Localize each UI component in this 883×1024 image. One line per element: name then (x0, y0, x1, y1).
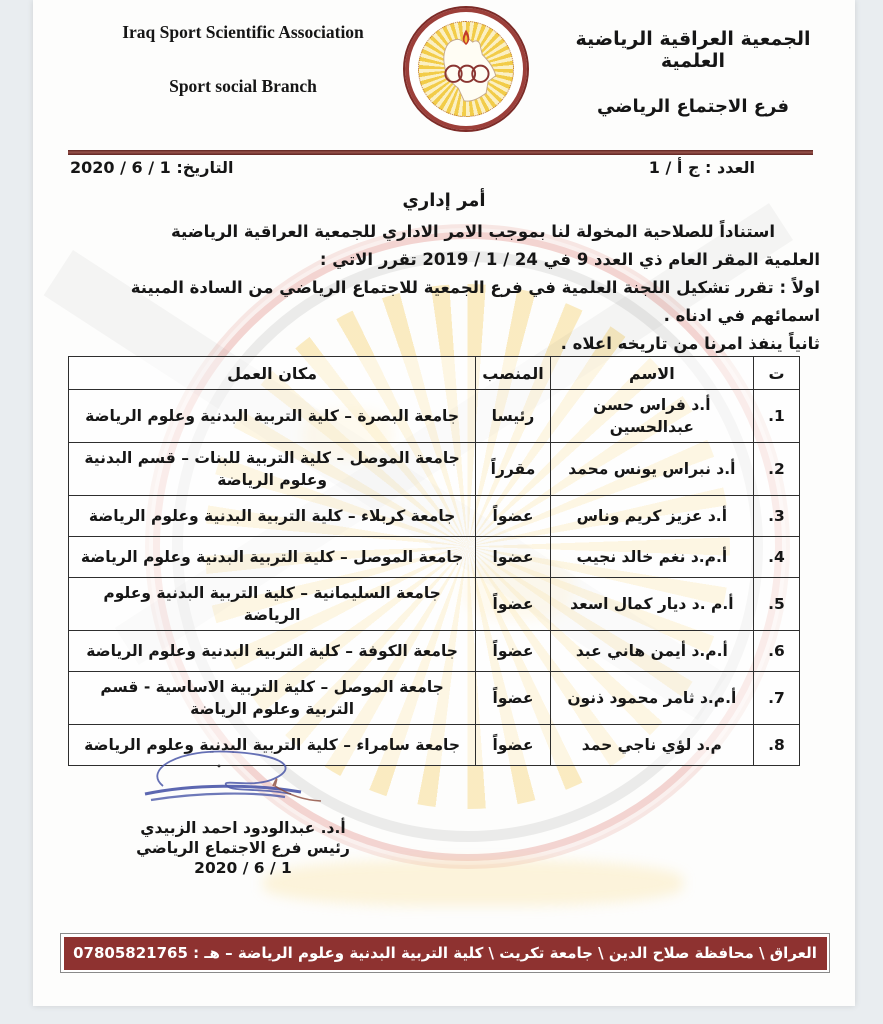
cell-member-position: عضواً (475, 630, 551, 672)
footer-address-text: العراق \ محافظة صلاح الدين \ جامعة تكريت… (63, 936, 827, 970)
cell-member-position: رئيسا (475, 389, 551, 443)
table-row: 6. أ.م.د أيمن هاني عبد عضواً جامعة الكوف… (67, 630, 801, 672)
signatory-title: رئيس فرع الاجتماع الرياضي (136, 839, 350, 857)
cell-member-name: أ.د عزيز كريم وناس (549, 495, 754, 537)
org-name-arabic-line1: الجمعية العراقية الرياضية العلمية (575, 28, 811, 72)
cell-member-position: عضواً (475, 671, 551, 725)
cell-member-workplace: جامعة البصرة – كلية التربية البدنية وعلو… (67, 389, 477, 443)
header-cell-no: ت (752, 356, 801, 390)
cell-serial-number: 2. (752, 442, 801, 496)
cell-member-position: عضوا (475, 536, 551, 578)
cell-serial-number: 4. (752, 536, 801, 578)
cell-serial-number: 8. (752, 724, 801, 766)
cell-member-position: عضواً (475, 724, 551, 766)
cell-serial-number: 5. (752, 577, 801, 631)
document-paper: Iraq Sport Scientific Association Sport … (33, 0, 855, 1006)
table-row: 8. م.د لؤي ناجي حمد عضواً جامعة سامراء –… (67, 724, 801, 766)
cell-serial-number: 6. (752, 630, 801, 672)
issue-info-row: العدد : ج أ / 1 التاريخ: 1 / 6 / 2020 (70, 158, 755, 177)
preamble-line2: العلمية المقر العام ذي العدد 9 في 24 / 1… (319, 250, 820, 269)
committee-table-body: 1. أ.د فراس حسن عبدالحسين رئيسا جامعة ال… (67, 389, 801, 766)
iraq-map-olympic-rings-icon (443, 29, 497, 102)
cell-serial-number: 1. (752, 389, 801, 443)
cell-member-workplace: جامعة كربلاء – كلية التربية البدنية وعلو… (67, 495, 477, 537)
cell-member-position: مقرراً (475, 442, 551, 496)
clause-first-line2: اسمائهم في ادناه . (663, 306, 820, 325)
issue-date: التاريخ: 1 / 6 / 2020 (70, 158, 234, 177)
document-title: أمر إداري (402, 190, 486, 211)
org-branch-arabic: فرع الاجتماع الرياضي (596, 96, 790, 117)
signature-block: أ.د. عبدالودود احمد الزبيدي رئيس فرع الا… (88, 742, 398, 878)
cell-serial-number: 7. (752, 671, 801, 725)
committee-members-table: ت الاسم المنصب مكان العمل 1. أ.د فراس حس… (67, 356, 801, 766)
table-row: 2. أ.د نبراس يونس محمد مقرراً جامعة المو… (67, 442, 801, 496)
cell-member-name: أ.د نبراس يونس محمد (549, 442, 754, 496)
cell-member-name: م.د لؤي ناجي حمد (549, 724, 754, 766)
cell-member-workplace: جامعة السليمانية – كلية التربية البدنية … (67, 577, 477, 631)
header-cell-workplace: مكان العمل (67, 356, 477, 390)
cell-member-position: عضواً (475, 577, 551, 631)
cell-member-name: أ.د فراس حسن عبدالحسين (549, 389, 754, 443)
cell-member-position: عضواً (475, 495, 551, 537)
signature-date: 1 / 6 / 2020 (194, 859, 292, 877)
org-branch-english: Sport social Branch (169, 76, 317, 96)
footer-address-bar: العراق \ محافظة صلاح الدين \ جامعة تكريت… (60, 933, 830, 973)
table-row: 7. أ.م.د ثامر محمود ذنون عضواً جامعة الم… (67, 671, 801, 725)
signatory-name: أ.د. عبدالودود احمد الزبيدي (140, 819, 346, 837)
table-row: 3. أ.د عزيز كريم وناس عضواً جامعة كربلاء… (67, 495, 801, 537)
header-divider-rule (68, 150, 813, 155)
cell-member-workplace: جامعة الموصل – كلية التربية الاساسية - ق… (67, 671, 477, 725)
org-name-arabic: الجمعية العراقية الرياضية العلمية فرع ال… (553, 28, 833, 117)
signature-scribble (144, 750, 322, 802)
cell-member-workplace: جامعة الموصل – كلية التربية البدنية وعلو… (67, 536, 477, 578)
table-row: 5. أ.م .د ديار كمال اسعد عضواً جامعة الس… (67, 577, 801, 631)
header-cell-name: الاسم (549, 356, 754, 390)
cell-member-name: أ.م.د ثامر محمود ذنون (549, 671, 754, 725)
association-seal-logo (403, 6, 529, 132)
cell-serial-number: 3. (752, 495, 801, 537)
table-row: 4. أ.م.د نغم خالد نجيب عضوا جامعة الموصل… (67, 536, 801, 578)
issue-number: العدد : ج أ / 1 (648, 158, 755, 177)
cell-member-name: أ.م .د ديار كمال اسعد (549, 577, 754, 631)
org-name-english-line1: Iraq Sport Scientific Association (122, 22, 364, 42)
header-cell-position: المنصب (475, 356, 551, 390)
clause-second: ثانياً ينفذ امرنا من تاريخه اعلاه . (560, 334, 820, 353)
cell-member-name: أ.م.د نغم خالد نجيب (549, 536, 754, 578)
cell-member-workplace: جامعة سامراء – كلية التربية البدنية وعلو… (67, 724, 477, 766)
clause-first-line1: اولاً : تقرر تشكيل اللجنة العلمية في فرع… (130, 278, 820, 297)
document-body-text: استناداً للصلاحية المخولة لنا بموجب الام… (68, 218, 820, 358)
table-header-row: ت الاسم المنصب مكان العمل (67, 356, 801, 390)
cell-member-workplace: جامعة الموصل – كلية التربية للبنات – قسم… (67, 442, 477, 496)
preamble-line1: استناداً للصلاحية المخولة لنا بموجب الام… (170, 222, 775, 241)
cell-member-name: أ.م.د أيمن هاني عبد (549, 630, 754, 672)
cell-member-workplace: جامعة الكوفة – كلية التربية البدنية وعلو… (67, 630, 477, 672)
org-name-english: Iraq Sport Scientific Association Sport … (78, 22, 408, 97)
table-row: 1. أ.د فراس حسن عبدالحسين رئيسا جامعة ال… (67, 389, 801, 443)
